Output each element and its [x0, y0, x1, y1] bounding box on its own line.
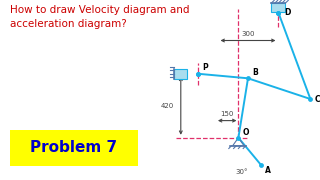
Text: P: P: [202, 63, 208, 72]
Text: C: C: [314, 94, 320, 103]
Text: A: A: [265, 166, 270, 175]
Text: B: B: [252, 68, 258, 77]
Text: How to draw Velocity diagram and
acceleration diagram?: How to draw Velocity diagram and acceler…: [10, 5, 189, 29]
Text: D: D: [284, 8, 290, 17]
Bar: [271, 3, 285, 12]
Text: O: O: [242, 128, 249, 137]
Text: 300: 300: [241, 31, 255, 37]
Text: 150: 150: [220, 111, 234, 117]
Bar: [10, 130, 138, 166]
Text: Problem 7: Problem 7: [30, 140, 117, 155]
Bar: [174, 69, 187, 79]
Text: 420: 420: [161, 103, 174, 109]
Text: 30°: 30°: [235, 169, 248, 175]
